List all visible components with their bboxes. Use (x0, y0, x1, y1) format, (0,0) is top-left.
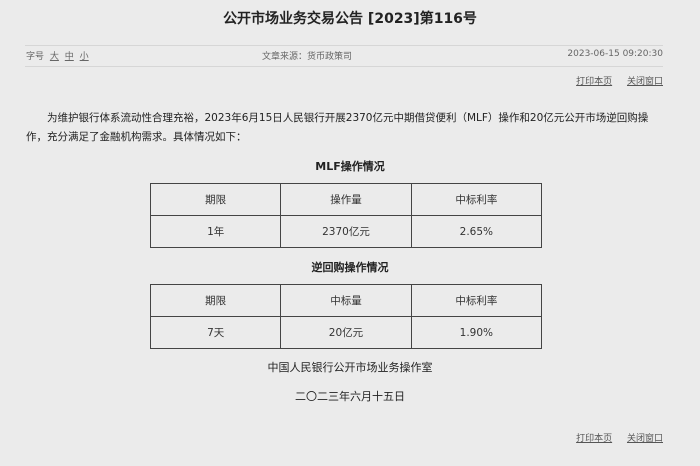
header-cell: 中标量 (280, 284, 412, 317)
page-title: 公开市场业务交易公告 [2023]第116号 (223, 11, 477, 27)
cell: 2370亿元 (280, 215, 412, 248)
divider (25, 66, 663, 67)
cell: 20亿元 (280, 316, 412, 349)
body-paragraph: 为维护银行体系流动性合理充裕，2023年6月15日人民银行开展2370亿元中期借… (26, 112, 649, 143)
mlf-table: 期限 操作量 中标利率 1年 2370亿元 2.65% (149, 183, 543, 248)
bottom-links: 打印本页 关闭窗口 (564, 431, 663, 444)
publish-datetime: 2023-06-15 09:20:30 (567, 49, 663, 59)
font-small-link[interactable]: 小 (79, 52, 89, 62)
divider (25, 45, 663, 46)
print-link[interactable]: 打印本页 (576, 434, 613, 444)
font-large-link[interactable]: 大 (49, 52, 59, 62)
mlf-caption: MLF操作情况 (315, 160, 385, 173)
cell: 1年 (149, 215, 282, 248)
print-link[interactable]: 打印本页 (576, 77, 613, 87)
header-cell: 期限 (149, 284, 282, 317)
table-row: 1年 2370亿元 2.65% (149, 215, 543, 248)
cell: 1.90% (410, 316, 543, 349)
table-row: 7天 20亿元 1.90% (149, 316, 543, 349)
header-cell: 期限 (149, 183, 282, 216)
table-header-row: 期限 操作量 中标利率 (149, 183, 543, 216)
cell: 7天 (149, 316, 282, 349)
close-window-link[interactable]: 关闭窗口 (626, 77, 663, 87)
top-links: 打印本页 关闭窗口 (564, 74, 663, 87)
issue-date: 二〇二三年六月十五日 (295, 390, 405, 403)
cell: 2.65% (410, 215, 543, 248)
font-size-control: 字号 大 中 小 (26, 49, 89, 62)
table-header-row: 期限 中标量 中标利率 (149, 284, 543, 317)
article-source: 文章来源：货币政策司 (262, 52, 353, 62)
header-cell: 操作量 (280, 183, 412, 216)
close-window-link[interactable]: 关闭窗口 (626, 434, 663, 444)
header-cell: 中标利率 (410, 284, 543, 317)
font-size-label: 字号 (26, 52, 45, 62)
repo-caption: 逆回购操作情况 (311, 261, 389, 274)
issuing-office: 中国人民银行公开市场业务操作室 (267, 361, 433, 374)
header-cell: 中标利率 (410, 183, 543, 216)
repo-table: 期限 中标量 中标利率 7天 20亿元 1.90% (149, 284, 543, 349)
font-medium-link[interactable]: 中 (64, 52, 74, 62)
